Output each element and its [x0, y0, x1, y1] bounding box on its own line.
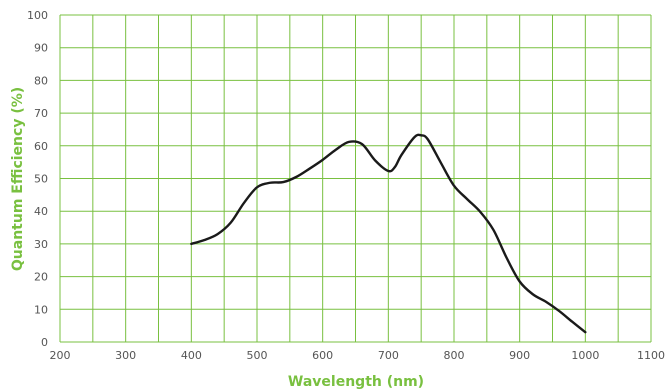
x-tick-label-600: 600	[312, 349, 333, 362]
y-tick-label-60: 60	[34, 140, 48, 153]
y-tick-label-10: 10	[34, 303, 48, 316]
series-layer	[190, 133, 587, 334]
x-tick-label-700: 700	[378, 349, 399, 362]
y-tick-label-90: 90	[34, 42, 48, 55]
y-axis-title: Quantum Efficiency (%)	[10, 87, 26, 271]
x-axis-title: Wavelength (nm)	[288, 374, 424, 390]
x-tick-label-800: 800	[444, 349, 465, 362]
x-tick-label-900: 900	[509, 349, 530, 362]
y-tick-label-0: 0	[41, 336, 48, 349]
y-tick-label-40: 40	[34, 205, 48, 218]
x-tick-label-400: 400	[181, 349, 202, 362]
y-tick-label-80: 80	[34, 74, 48, 87]
y-tick-label-70: 70	[34, 107, 48, 120]
x-tick-label-300: 300	[115, 349, 136, 362]
x-tick-label-500: 500	[247, 349, 268, 362]
tick-labels: 200 300 400 500 600 700 800 900 1000 1100 0 10 20 30 4…	[27, 9, 665, 362]
series-line-0	[190, 133, 587, 334]
x-tick-label-200: 200	[50, 349, 71, 362]
y-tick-label-20: 20	[34, 271, 48, 284]
x-tick-label-1100: 1100	[637, 349, 665, 362]
x-tick-label-1000: 1000	[571, 349, 599, 362]
y-tick-label-100: 100	[27, 9, 48, 22]
grid	[59, 14, 652, 343]
y-tick-label-50: 50	[34, 173, 48, 186]
y-tick-label-30: 30	[34, 238, 48, 251]
